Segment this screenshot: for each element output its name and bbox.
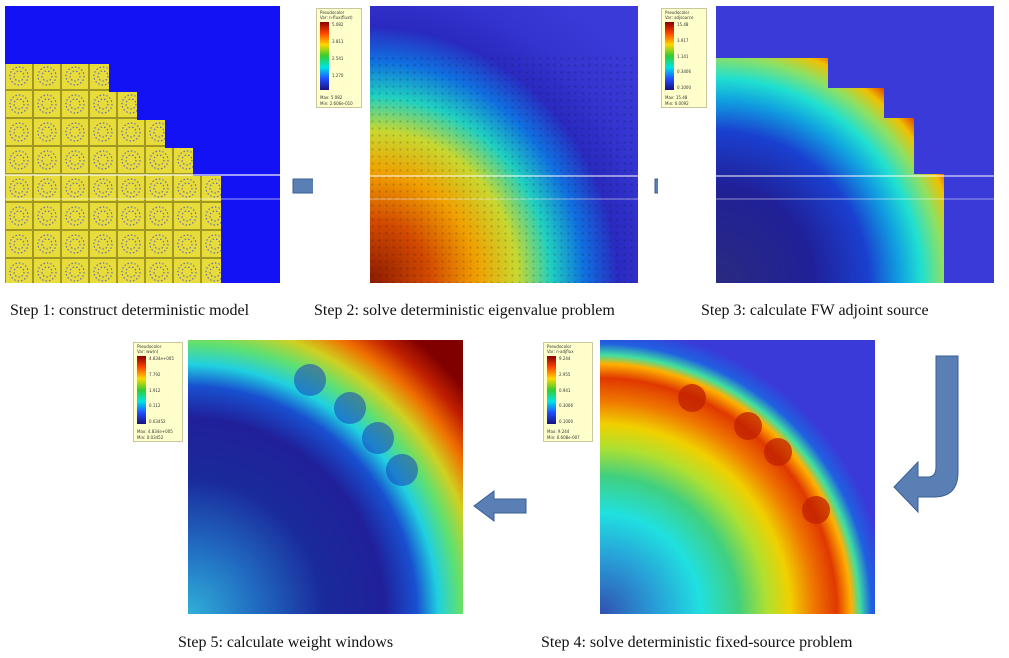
step5-caption: Step 5: calculate weight windows <box>178 634 394 651</box>
legend-var: Var: ww(n) <box>137 349 159 354</box>
step3-legend: Pseudocolor Var: adjsource 15.48 3.917 1… <box>661 8 707 108</box>
step1-caption: Step 1: construct deterministic model <box>10 302 250 319</box>
legend-tick: 15.48 <box>677 22 689 27</box>
step1-model-plot <box>5 6 280 283</box>
left-arrow-icon <box>473 490 527 522</box>
legend-tick: 2.955 <box>559 372 571 377</box>
legend-plot-type: Pseudocolor <box>547 344 572 349</box>
legend-tick: 3.811 <box>332 39 344 44</box>
step4-fixed-source-plot: Pseudocolor Var: n-adjflux 9.244 2.955 0… <box>540 340 875 614</box>
legend-tick: 9.244 <box>559 356 571 361</box>
legend-tick: 7.792 <box>149 372 161 377</box>
legend-var: Var: adjsource <box>665 15 694 20</box>
step4-legend: Pseudocolor Var: n-adjflux 9.244 2.955 0… <box>543 342 593 442</box>
legend-min: Min: 0.0092 <box>665 101 689 106</box>
legend-colorbar <box>547 356 556 424</box>
legend-min: Min: 6.608e-007 <box>547 435 580 440</box>
legend-min: Min: 0.03452 <box>137 435 164 440</box>
legend-max: Max: 15.48 <box>665 95 688 100</box>
legend-var: Var: n-adjflux <box>547 349 574 354</box>
legend-tick: 5.082 <box>332 22 344 27</box>
legend-plot-type: Pseudocolor <box>320 10 345 15</box>
legend-tick: 2.541 <box>332 56 344 61</box>
legend-tick: 0.3406 <box>677 69 691 74</box>
legend-tick: 1.270 <box>332 73 344 78</box>
legend-colorbar <box>665 22 674 90</box>
legend-tick: 3.917 <box>677 38 689 43</box>
step4-caption: Step 4: solve deterministic fixed-source… <box>541 634 853 651</box>
legend-plot-type: Pseudocolor <box>665 10 690 15</box>
step2-eigenvalue-plot: Pseudocolor Var: n-flux(fluxt) 5.082 3.8… <box>313 6 638 283</box>
step5-weight-windows-plot: Pseudocolor Var: ww(n) 4.834e+005 7.792 … <box>130 340 463 614</box>
legend-colorbar <box>320 22 329 90</box>
legend-tick: 1.912 <box>149 388 161 393</box>
legend-tick: 0.1000 <box>559 419 573 424</box>
legend-tick: 4.834e+005 <box>149 356 174 361</box>
step3-caption: Step 3: calculate FW adjoint source <box>701 302 929 319</box>
legend-tick: 0.03452 <box>149 419 166 424</box>
legend-tick: 0.941 <box>559 388 571 393</box>
step2-legend: Pseudocolor Var: n-flux(fluxt) 5.082 3.8… <box>316 8 362 108</box>
legend-tick: 1.141 <box>677 54 689 59</box>
legend-max: Max: 5.082 <box>320 95 343 100</box>
legend-colorbar <box>137 356 146 424</box>
step2-caption: Step 2: solve deterministic eigenvalue p… <box>314 302 615 319</box>
legend-max: Max: 9.244 <box>547 429 570 434</box>
legend-min: Min: 2.606e-010 <box>320 101 353 106</box>
step5-legend: Pseudocolor Var: ww(n) 4.834e+005 7.792 … <box>133 342 183 442</box>
legend-plot-type: Pseudocolor <box>137 344 162 349</box>
step3-adjoint-source-plot: Pseudocolor Var: adjsource 15.48 3.917 1… <box>658 6 994 283</box>
legend-tick: 0.112 <box>149 403 161 408</box>
legend-var: Var: n-flux(fluxt) <box>320 15 353 20</box>
bent-arrow-icon <box>893 355 959 514</box>
legend-max: Max: 4.834e+005 <box>137 429 173 434</box>
legend-tick: 0.1000 <box>677 85 691 90</box>
legend-tick: 0.3006 <box>559 403 573 408</box>
